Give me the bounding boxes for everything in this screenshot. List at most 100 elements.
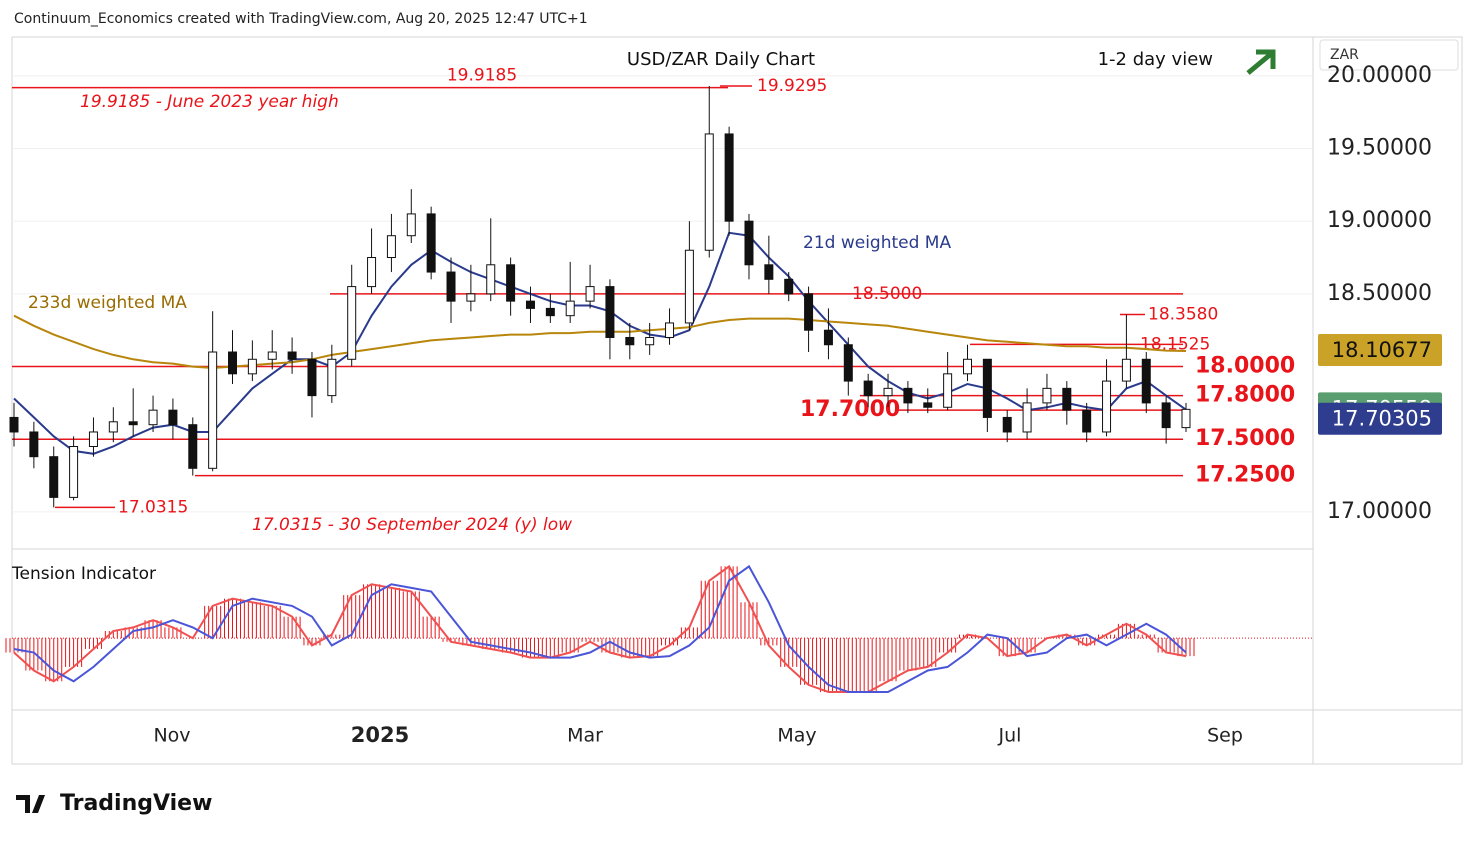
candle-body <box>446 271 456 302</box>
candle-body <box>208 351 218 469</box>
candle-body <box>903 387 913 404</box>
annotation: 19.9185 - June 2023 year high <box>80 92 339 112</box>
y-tick-label: 17.00000 <box>1327 499 1432 524</box>
candle-body <box>1002 416 1012 433</box>
candle-body <box>1161 402 1171 429</box>
candle-body <box>1042 387 1052 404</box>
candle-body <box>247 358 257 375</box>
candle-body <box>327 358 337 397</box>
price-badge <box>1318 402 1442 435</box>
currency: ZAR <box>1330 47 1359 63</box>
candle-body <box>923 402 933 408</box>
candle-body <box>287 351 297 360</box>
candle-body <box>228 351 238 375</box>
arrow-icon <box>1246 49 1276 75</box>
ma21-label: 21d weighted MA <box>803 233 951 253</box>
candle-body <box>784 278 794 295</box>
y-tick-label: 18.50000 <box>1327 281 1432 306</box>
ma-line <box>13 314 1187 370</box>
candle-body <box>188 424 198 469</box>
candle-body <box>863 380 873 397</box>
x-tick-label: 2025 <box>351 723 409 747</box>
candle-body <box>9 416 19 433</box>
annotation: 17.0315 - 30 September 2024 (y) low <box>252 515 572 535</box>
candle-body <box>943 373 953 408</box>
logo: TradingView <box>60 791 212 816</box>
y-tick-label: 20.00000 <box>1327 63 1432 88</box>
candle-body <box>1121 358 1131 382</box>
candle-body <box>466 293 476 302</box>
price-badge-label: 17.70305 <box>1332 407 1432 431</box>
candle-body <box>665 322 675 338</box>
candle-body <box>764 264 774 280</box>
candle-body <box>525 300 535 309</box>
candle-body <box>88 431 98 448</box>
candle-body <box>982 358 992 418</box>
candle-body <box>267 351 277 360</box>
indicator-line <box>13 564 1187 693</box>
x-tick-label: Nov <box>153 725 190 747</box>
candle-body <box>307 358 317 397</box>
level-label: 17.0315 <box>118 497 188 517</box>
candle-body <box>1082 409 1092 433</box>
y-tick-label: 19.50000 <box>1327 135 1432 160</box>
candle-body <box>386 235 396 259</box>
ma233-label: 233d weighted MA <box>28 293 187 313</box>
candle-body <box>148 409 158 426</box>
candle-body <box>29 431 39 458</box>
x-tick-label: Jul <box>998 725 1022 747</box>
candle-body <box>506 264 516 302</box>
price-badge <box>1318 334 1442 367</box>
price-badge-label: 18.10677 <box>1332 338 1432 362</box>
level-label: 19.9295 <box>757 76 827 96</box>
candle-body <box>1062 387 1072 411</box>
candle-body <box>823 329 833 346</box>
candle-body <box>744 220 754 266</box>
logo-icon <box>16 795 45 813</box>
candle-body <box>565 300 575 317</box>
level-label: 17.7000 <box>800 397 900 422</box>
level-label: 17.8000 <box>1195 383 1295 408</box>
candle-body <box>367 257 377 288</box>
currency-box <box>1319 39 1459 71</box>
candle-body <box>1102 380 1112 433</box>
candle-body <box>645 336 655 346</box>
level-label: 18.3580 <box>1148 305 1218 325</box>
frame <box>11 36 1463 765</box>
candle-body <box>804 293 814 331</box>
candle-body <box>1181 408 1191 429</box>
candle-body <box>724 133 734 222</box>
candle-body <box>168 409 178 426</box>
candle-body <box>49 456 59 498</box>
x-tick-label: Sep <box>1207 725 1243 747</box>
candle-body <box>406 213 416 237</box>
level-label: 18.5000 <box>852 284 922 304</box>
level-label: 17.2500 <box>1195 463 1295 488</box>
view-label: 1-2 day view <box>1098 49 1213 70</box>
candle-body <box>843 344 853 382</box>
candle-body <box>684 249 694 324</box>
candle-body <box>704 133 714 251</box>
level-label: 19.9185 <box>447 66 517 86</box>
x-tick-label: May <box>777 725 816 747</box>
y-tick-label: 19.00000 <box>1327 208 1432 233</box>
level-label: 18.0000 <box>1195 354 1295 379</box>
chart-title: USD/ZAR Daily Chart <box>627 49 815 70</box>
candle-body <box>605 286 615 338</box>
candle-body <box>545 307 555 317</box>
x-tick-label: Mar <box>567 725 603 747</box>
candle-body <box>426 213 436 273</box>
candle-body <box>585 286 595 302</box>
indicator-title: Tension Indicator <box>11 564 156 584</box>
signal-line <box>13 564 1187 693</box>
candle-body <box>108 421 118 433</box>
candle-body <box>1022 402 1032 433</box>
candle-body <box>347 286 357 360</box>
credit: Continuum_Economics created with Trading… <box>14 11 588 27</box>
candle-body <box>883 387 893 397</box>
candle-body <box>128 421 138 426</box>
level-label: 17.5000 <box>1195 426 1295 451</box>
candle-body <box>962 358 972 375</box>
candle-body <box>625 336 635 346</box>
